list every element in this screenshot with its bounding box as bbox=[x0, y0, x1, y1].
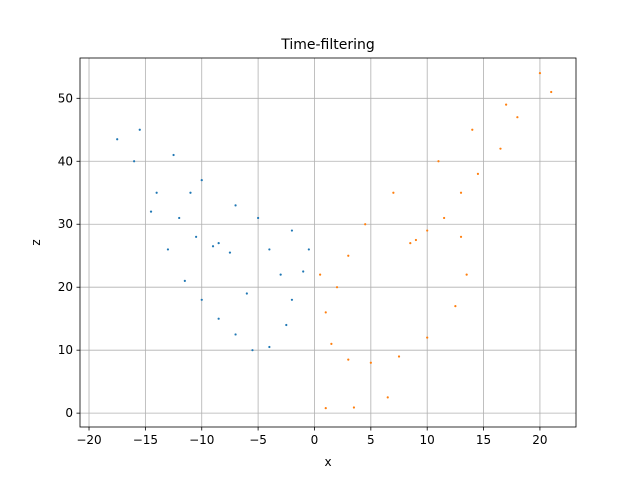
x-tick-label: −5 bbox=[249, 433, 267, 447]
scatter-point bbox=[195, 235, 198, 238]
scatter-point bbox=[155, 191, 158, 194]
scatter-point bbox=[459, 235, 463, 238]
scatter-point bbox=[178, 216, 181, 220]
scatter-point bbox=[476, 172, 480, 175]
y-tick-label: 20 bbox=[58, 280, 73, 294]
scatter-point bbox=[414, 238, 418, 242]
scatter-point bbox=[183, 279, 186, 283]
scatter-point bbox=[228, 251, 232, 254]
scatter-point bbox=[138, 128, 141, 131]
y-tick-label: 0 bbox=[65, 406, 73, 420]
scatter-point bbox=[409, 242, 412, 245]
scatter-point bbox=[538, 72, 542, 75]
right-lobe-series bbox=[319, 72, 553, 410]
scatter-point bbox=[268, 248, 271, 251]
left-lobe-series bbox=[116, 128, 310, 352]
scatter-point bbox=[200, 179, 203, 182]
scatter-point bbox=[550, 90, 553, 94]
y-tick-label: 50 bbox=[58, 91, 73, 105]
scatter-point bbox=[234, 204, 237, 207]
scatter-point bbox=[307, 248, 310, 251]
x-tick-label: 0 bbox=[311, 433, 319, 447]
x-tick-label: −20 bbox=[76, 433, 101, 447]
scatter-point bbox=[454, 305, 457, 308]
scatter-point bbox=[335, 286, 339, 289]
x-axis-label: x bbox=[324, 455, 331, 469]
scatter-point bbox=[459, 191, 463, 194]
plot-frame bbox=[79, 57, 577, 428]
scatter-point bbox=[245, 292, 248, 295]
y-tick-label: 10 bbox=[58, 343, 73, 357]
scatter-point bbox=[364, 223, 367, 226]
scatter-point bbox=[426, 229, 429, 232]
scatter-point bbox=[352, 406, 356, 409]
scatter-point bbox=[116, 138, 119, 141]
scatter-point bbox=[302, 270, 305, 273]
y-axis-ticks: 0 10 20 30 40 50 bbox=[58, 91, 80, 420]
x-tick-label: −15 bbox=[133, 433, 158, 447]
scatter-point bbox=[347, 358, 350, 361]
x-tick-label: 20 bbox=[532, 433, 547, 447]
scatter-points bbox=[116, 72, 553, 410]
scatter-point bbox=[290, 229, 294, 232]
scatter-point bbox=[437, 160, 440, 163]
scatter-point bbox=[189, 191, 192, 194]
scatter-point bbox=[285, 323, 288, 327]
scatter-point bbox=[217, 317, 220, 320]
scatter-point bbox=[499, 147, 502, 150]
chart-title: Time-filtering bbox=[280, 37, 375, 53]
x-tick-label: 15 bbox=[476, 433, 491, 447]
scatter-point bbox=[369, 361, 372, 364]
scatter-point bbox=[386, 396, 389, 399]
scatter-point bbox=[217, 242, 220, 245]
scatter-point bbox=[279, 273, 282, 276]
scatter-point bbox=[290, 298, 294, 301]
scatter-point bbox=[471, 128, 474, 131]
scatter-point bbox=[172, 153, 175, 157]
scatter-point bbox=[133, 160, 136, 163]
scatter-point bbox=[465, 273, 468, 276]
plot-area bbox=[80, 58, 576, 427]
scatter-point bbox=[397, 355, 401, 358]
scatter-point bbox=[257, 216, 260, 220]
x-tick-label: 5 bbox=[367, 433, 375, 447]
scatter-point bbox=[268, 345, 271, 349]
scatter-point bbox=[392, 191, 395, 194]
scatter-point bbox=[505, 103, 508, 106]
grid-lines bbox=[80, 58, 576, 427]
scatter-point bbox=[324, 407, 327, 410]
scatter-point bbox=[324, 311, 327, 314]
scatter-point bbox=[149, 210, 153, 213]
scatter-point bbox=[166, 248, 170, 251]
scatter-point bbox=[234, 333, 237, 336]
scatter-point bbox=[251, 349, 254, 352]
scatter-point bbox=[330, 342, 333, 345]
y-tick-label: 30 bbox=[58, 217, 73, 231]
scatter-point bbox=[426, 336, 429, 339]
y-axis-label: z bbox=[29, 239, 43, 245]
scatter-point bbox=[443, 216, 446, 220]
y-tick-label: 40 bbox=[58, 154, 73, 168]
scatter-point bbox=[211, 245, 215, 248]
scatter-point bbox=[516, 116, 519, 119]
scatter-point bbox=[347, 254, 350, 257]
scatter-point bbox=[200, 298, 203, 301]
x-axis-ticks: −20 −15 −10 −5 0 5 10 15 20 bbox=[76, 427, 548, 447]
x-tick-label: 10 bbox=[420, 433, 435, 447]
scatter-point bbox=[319, 273, 322, 276]
x-tick-label: −10 bbox=[189, 433, 214, 447]
